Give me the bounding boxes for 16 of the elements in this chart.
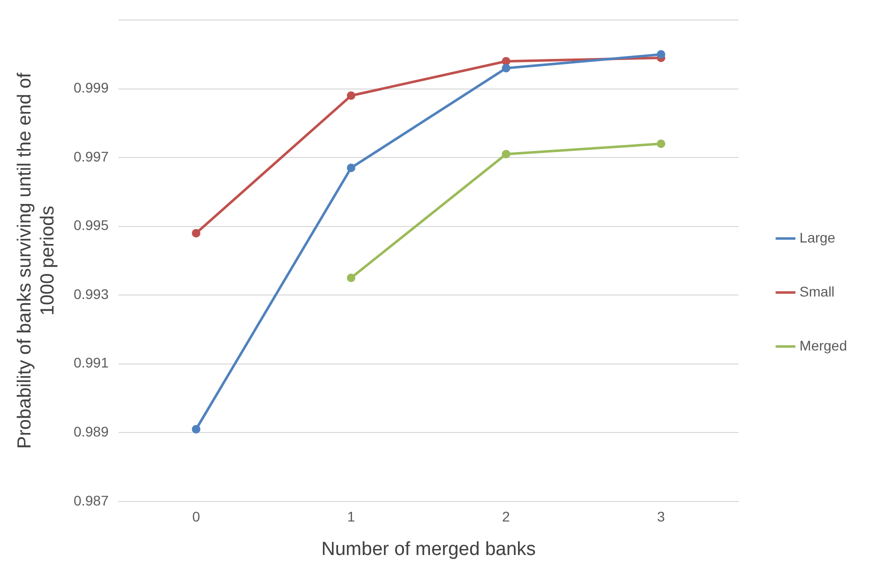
y-tick-label: 0.987 xyxy=(74,492,109,508)
y-tick-label: 0.995 xyxy=(74,217,109,234)
x-tick-label: 1 xyxy=(347,508,356,525)
y-tick-label: 0.993 xyxy=(74,286,109,302)
x-tick-label: 2 xyxy=(502,508,510,525)
x-tick-label: 0 xyxy=(192,508,200,525)
x-axis-title: Number of merged banks xyxy=(321,538,536,560)
legend-label: Large xyxy=(800,229,836,246)
y-tick-label: 0.997 xyxy=(74,148,109,164)
y-tick-label: 0.991 xyxy=(74,354,109,371)
x-tick-label: 3 xyxy=(657,508,666,525)
y-axis-title: Probability of banks surviving until the end of 1000 periods xyxy=(14,72,58,449)
y-tick-label: 0.999 xyxy=(74,80,109,96)
y-tick-label: 0.989 xyxy=(74,423,109,440)
legend-label: Small xyxy=(800,283,835,300)
legend-label: Merged xyxy=(800,337,847,354)
